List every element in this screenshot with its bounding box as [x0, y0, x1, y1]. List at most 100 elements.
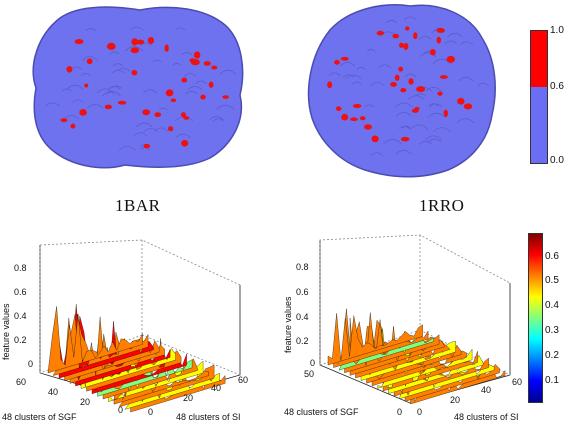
surface-ridge: [403, 16, 417, 21]
surface-ridge: [109, 51, 120, 55]
sgf-tick: 40: [48, 387, 58, 397]
charged-spot: [106, 42, 116, 50]
charged-spot: [142, 109, 150, 116]
charged-spot: [398, 66, 404, 72]
feature-colorbar: [528, 233, 543, 403]
charged-spot: [457, 97, 465, 105]
si-axis-label: 48 clusters of SI: [454, 412, 519, 421]
surface-ridge: [395, 149, 412, 155]
sgf-tick: 50: [304, 369, 314, 379]
charged-spot: [340, 56, 349, 61]
feature-colorbar-tick: 0.6: [545, 251, 559, 262]
surface-ridge: [427, 138, 442, 143]
surface-ridge: [140, 42, 153, 47]
surface-ridge: [386, 19, 398, 24]
surface-ridge: [460, 41, 474, 46]
surface-ridge: [383, 139, 402, 145]
surface-ridge: [81, 56, 99, 61]
surface-ridge: [86, 104, 104, 109]
si-tick: 0: [417, 407, 422, 417]
surface-ridge: [212, 118, 224, 122]
charged-spot: [60, 118, 68, 123]
z-tick: 0.4: [14, 311, 27, 321]
surface-ridge: [112, 63, 124, 67]
surface-ridge: [340, 61, 356, 67]
surface-ridge: [343, 74, 354, 78]
surface-ridge: [425, 86, 442, 92]
surface-ridge: [352, 81, 362, 85]
surface-ridge: [136, 122, 153, 128]
charged-spot: [203, 61, 211, 66]
surface-ridge: [366, 48, 376, 52]
surface-ridge: [399, 125, 411, 130]
surface-ridge: [187, 86, 203, 91]
surface-colorbar-tick: 0.6: [550, 81, 564, 92]
surface-ridge: [185, 90, 198, 95]
charged-spot: [208, 81, 214, 88]
charged-spot: [84, 83, 89, 88]
charged-spot: [131, 69, 138, 76]
surface-ridge: [85, 28, 97, 32]
protein-label-1bar: 1BAR: [115, 196, 161, 215]
surface-ridge: [394, 102, 414, 108]
surface-ridge: [133, 132, 148, 137]
charged-spot: [193, 51, 201, 59]
surface-ridge: [143, 89, 157, 94]
charged-spot: [436, 28, 445, 33]
surface-ridge: [396, 111, 412, 117]
charged-spot: [341, 113, 349, 121]
charged-spot: [104, 104, 112, 110]
charged-spot: [371, 135, 379, 143]
surface-ridge: [477, 82, 489, 87]
charged-spot: [416, 86, 426, 93]
surface-ridge: [363, 104, 375, 108]
surface-ridge: [172, 63, 182, 66]
surface-ridge: [428, 112, 446, 118]
charged-spot: [390, 82, 397, 87]
surface-ridge: [110, 85, 123, 89]
charged-spot: [167, 126, 174, 132]
charged-spot: [183, 116, 190, 120]
charged-spot: [222, 95, 229, 99]
surface-ridge: [152, 59, 162, 63]
z-tick: 0.6: [296, 287, 309, 297]
charged-spot: [403, 42, 409, 50]
charged-spot: [376, 30, 385, 36]
surface-ridge: [401, 125, 411, 129]
surface-ridge: [370, 152, 383, 156]
surface-ridge: [328, 72, 341, 76]
charged-spot: [437, 91, 443, 96]
charged-spot: [190, 59, 200, 66]
surface-ridge: [45, 102, 60, 107]
surface-ridge: [181, 52, 193, 56]
si-tick: 60: [238, 375, 248, 385]
surface-ridge: [419, 52, 437, 57]
charged-spot: [66, 66, 73, 73]
charged-spot: [364, 124, 372, 130]
surface-ridge: [414, 93, 427, 97]
surface-ridge: [129, 26, 144, 31]
surface-colorbar-red: [531, 31, 547, 87]
charged-spot: [147, 36, 155, 45]
charged-spot: [408, 78, 414, 85]
charged-spot: [86, 58, 93, 65]
si-axis-label: 48 clusters of SI: [176, 412, 241, 421]
sgf-tick: 0: [397, 407, 402, 417]
surface-ridge: [447, 32, 463, 38]
mesh-strip: [47, 306, 143, 374]
sgf-tick: 0: [118, 405, 123, 415]
surface-ridge: [429, 103, 443, 108]
feature-colorbar-tick: 0.5: [545, 275, 559, 286]
feature-colorbar-tick: 0.3: [545, 325, 559, 336]
feature-colorbar-tick: 0.4: [545, 300, 559, 311]
si-tick: 0: [148, 407, 153, 417]
sgf-axis-label: 48 clusters of SGF: [284, 407, 359, 417]
surface-ridge: [444, 40, 457, 45]
surface-ridge: [356, 66, 366, 70]
charged-spot: [154, 112, 162, 118]
charged-spot: [131, 38, 139, 46]
charged-spot: [181, 77, 188, 83]
feature-plot-1rro: 0.8 0.6 0.4 0.2 0 feature values 50 0 0 …: [283, 234, 522, 421]
si-tick: 20: [450, 395, 460, 405]
surface-colorbar: [530, 30, 548, 164]
